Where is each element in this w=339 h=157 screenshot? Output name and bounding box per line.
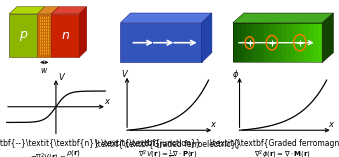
Text: \textit{\textbf{Graded ferromagnet}}: \textit{\textbf{Graded ferromagnet}}	[210, 139, 339, 148]
Polygon shape	[291, 23, 295, 62]
Polygon shape	[242, 23, 246, 62]
Polygon shape	[251, 23, 255, 62]
Polygon shape	[313, 23, 318, 62]
Text: \textit{\textbf{Graded ferroelectric}}: \textit{\textbf{Graded ferroelectric}}	[95, 139, 241, 148]
Text: \textit{\textbf{p}}\textbf{--}\textit{\textbf{n}} \textit{\textbf{junction}}: \textit{\textbf{p}}\textbf{--}\textit{\t…	[0, 139, 200, 148]
Text: $V$: $V$	[121, 68, 130, 79]
Polygon shape	[51, 14, 79, 57]
Text: $-\nabla^2 V(\mathbf{r})=\dfrac{\rho(\mathbf{r})}{\varepsilon}$: $-\nabla^2 V(\mathbf{r})=\dfrac{\rho(\ma…	[30, 148, 82, 157]
Text: $x$: $x$	[104, 97, 112, 106]
Polygon shape	[237, 23, 242, 62]
Text: $x$: $x$	[210, 120, 217, 129]
Polygon shape	[277, 23, 282, 62]
Polygon shape	[309, 23, 313, 62]
Text: $\phi$: $\phi$	[232, 68, 239, 81]
Polygon shape	[322, 13, 333, 62]
Polygon shape	[260, 23, 264, 62]
Polygon shape	[273, 23, 277, 62]
Polygon shape	[202, 13, 212, 62]
Polygon shape	[295, 23, 300, 62]
Text: $w$: $w$	[40, 66, 48, 75]
Polygon shape	[318, 23, 322, 62]
Polygon shape	[246, 23, 251, 62]
Text: $\nabla^2 V(\mathbf{r})=\frac{1}{\varepsilon}\nabla\cdot\mathbf{P}(\mathbf{r})$: $\nabla^2 V(\mathbf{r})=\frac{1}{\vareps…	[138, 148, 198, 157]
Polygon shape	[233, 13, 333, 23]
Polygon shape	[37, 7, 59, 14]
Polygon shape	[120, 23, 202, 62]
Text: $n$: $n$	[61, 29, 70, 42]
Polygon shape	[120, 13, 212, 23]
Polygon shape	[233, 23, 237, 62]
Polygon shape	[79, 7, 87, 57]
Polygon shape	[304, 23, 309, 62]
Text: $p$: $p$	[19, 29, 28, 43]
Text: $\nabla^2\phi(\mathbf{r})=\nabla\cdot\mathbf{M}(\mathbf{r})$: $\nabla^2\phi(\mathbf{r})=\nabla\cdot\ma…	[255, 148, 312, 157]
Text: $V$: $V$	[58, 71, 66, 82]
Text: $x$: $x$	[328, 120, 335, 129]
Polygon shape	[9, 14, 37, 57]
Polygon shape	[282, 23, 286, 62]
Polygon shape	[300, 23, 304, 62]
Polygon shape	[255, 23, 260, 62]
Polygon shape	[286, 23, 291, 62]
Polygon shape	[268, 23, 273, 62]
Polygon shape	[9, 7, 45, 14]
Polygon shape	[264, 23, 268, 62]
Polygon shape	[37, 14, 51, 57]
Polygon shape	[51, 7, 87, 14]
